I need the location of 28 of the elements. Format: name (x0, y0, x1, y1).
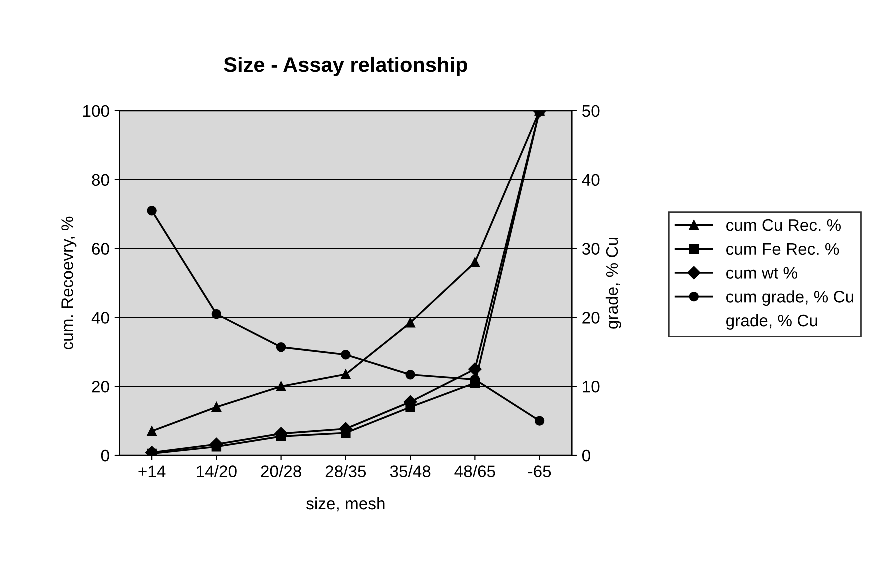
x-tick-label: 28/35 (326, 465, 366, 478)
chart-title: Size - Assay relationship (224, 56, 468, 76)
x-tick-label: 14/20 (197, 465, 237, 478)
legend-label: cum grade, % Cu (726, 290, 854, 306)
y-tick-label: 100 (83, 105, 110, 118)
x-tick-label: 35/48 (390, 465, 431, 478)
legend-label: cum Cu Rec. % (726, 219, 841, 232)
y2-tick-label: 0 (582, 450, 590, 462)
text: grade, % Cu (726, 314, 818, 330)
y2-tick-label: 10 (583, 381, 600, 393)
y-tick-label: 40 (92, 312, 110, 324)
y2-tick-label: 30 (582, 243, 600, 255)
x-tick-label: 20/28 (261, 465, 302, 478)
legend-label: cum wt % (726, 267, 798, 279)
x-tick-label: -65 (528, 466, 552, 478)
y-tick-label: 20 (92, 381, 110, 393)
y-tick-label: 80 (92, 174, 110, 186)
y2-tick-label: 40 (582, 174, 600, 186)
legend-label: cum Fe Rec. % (726, 243, 840, 256)
y2-tick-label: 50 (582, 105, 600, 118)
y-tick-label: 0 (101, 450, 110, 462)
x-axis-title: size, mesh (306, 497, 385, 512)
y-tick-label: 60 (92, 243, 110, 255)
x-tick-label: +14 (138, 466, 166, 478)
y2-tick-label: 20 (582, 312, 600, 324)
y-axis-title: cum. Recoevry, % (62, 216, 77, 350)
x-tick-label: 48/65 (454, 465, 496, 478)
y2-axis-title: grade, % Cu (606, 238, 622, 329)
